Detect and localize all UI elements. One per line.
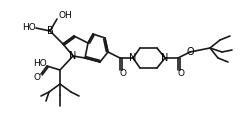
Text: N: N: [161, 53, 169, 63]
Text: B: B: [47, 26, 53, 36]
Text: HO: HO: [33, 59, 47, 67]
Text: N: N: [129, 53, 137, 63]
Text: OH: OH: [58, 11, 72, 19]
Text: O: O: [186, 47, 194, 57]
Text: O: O: [33, 72, 41, 81]
Text: O: O: [120, 69, 126, 78]
Text: O: O: [177, 69, 184, 78]
Text: N: N: [69, 51, 77, 61]
Text: HO: HO: [22, 24, 36, 33]
